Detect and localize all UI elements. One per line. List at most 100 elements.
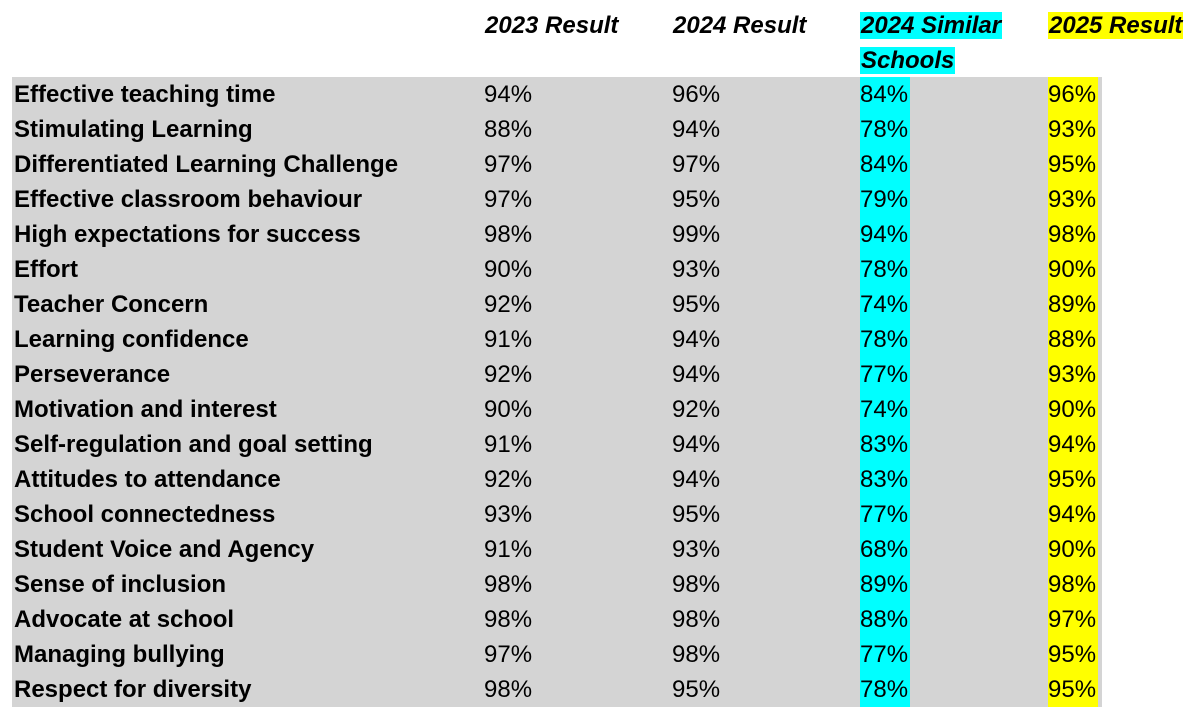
cell-2025-result: 89% xyxy=(1048,287,1098,322)
table-row: Advocate at school 98% 98% 88% 97% xyxy=(0,602,1200,637)
table-row: Stimulating Learning 88% 94% 78% 93% xyxy=(0,112,1200,147)
cell-2024-similar-schools: 78% xyxy=(860,672,910,707)
cell-2025-result: 90% xyxy=(1048,532,1098,567)
cell-2024-result: 98% xyxy=(672,571,721,598)
cell-2025-result: 98% xyxy=(1048,567,1098,602)
row-label: Respect for diversity xyxy=(14,676,252,703)
cell-2024-similar-schools: 84% xyxy=(860,147,910,182)
cell-2025-result: 96% xyxy=(1048,77,1098,112)
cell-2024-result: 95% xyxy=(672,291,721,318)
cell-2023-result: 98% xyxy=(484,606,533,633)
cell-2025-result: 88% xyxy=(1048,322,1098,357)
cell-2025-result: 94% xyxy=(1048,497,1098,532)
row-label: Self-regulation and goal setting xyxy=(14,431,373,458)
cell-2023-result: 92% xyxy=(484,466,533,493)
table-row: Student Voice and Agency 91% 93% 68% 90% xyxy=(0,532,1200,567)
cell-2024-similar-schools: 78% xyxy=(860,322,910,357)
cell-2024-similar-schools: 68% xyxy=(860,532,910,567)
cell-2024-similar-schools: 79% xyxy=(860,182,910,217)
cell-2023-result: 90% xyxy=(484,396,533,423)
cell-2025-result: 93% xyxy=(1048,182,1098,217)
row-label: Managing bullying xyxy=(14,641,225,668)
cell-2024-result: 94% xyxy=(672,431,721,458)
cell-2024-result: 99% xyxy=(672,221,721,248)
cell-2023-result: 92% xyxy=(484,361,533,388)
row-label: Student Voice and Agency xyxy=(14,536,315,563)
cell-2024-result: 97% xyxy=(672,151,721,178)
table-row: Effective teaching time 94% 96% 84% 96% xyxy=(0,77,1200,112)
row-label: Motivation and interest xyxy=(14,396,277,423)
cell-2024-similar-schools: 74% xyxy=(860,392,910,427)
row-label: Attitudes to attendance xyxy=(14,466,281,493)
cell-2023-result: 91% xyxy=(484,326,533,353)
cell-2024-similar-schools: 78% xyxy=(860,252,910,287)
cell-2023-result: 94% xyxy=(484,81,533,108)
cell-2025-result: 94% xyxy=(1048,427,1098,462)
table-body-background xyxy=(12,77,1102,707)
cell-2025-result: 90% xyxy=(1048,252,1098,287)
cell-2023-result: 97% xyxy=(484,641,533,668)
cell-2024-similar-schools: 77% xyxy=(860,497,910,532)
table-row: Learning confidence 91% 94% 78% 88% xyxy=(0,322,1200,357)
cell-2024-result: 94% xyxy=(672,466,721,493)
header-similar-label: 2024 Similar Schools xyxy=(860,12,1003,74)
table-row: Motivation and interest 90% 92% 74% 90% xyxy=(0,392,1200,427)
cell-2024-result: 95% xyxy=(672,676,721,703)
cell-2024-result: 96% xyxy=(672,81,721,108)
cell-2024-similar-schools: 94% xyxy=(860,217,910,252)
row-label: Perseverance xyxy=(14,361,171,388)
cell-2024-result: 92% xyxy=(672,396,721,423)
cell-2025-result: 95% xyxy=(1048,637,1098,672)
header-2024-result: 2024 Result xyxy=(672,8,807,43)
header-2024-similar-schools: 2024 Similar Schools xyxy=(860,8,1020,78)
cell-2024-similar-schools: 77% xyxy=(860,637,910,672)
cell-2024-result: 94% xyxy=(672,361,721,388)
row-label: Sense of inclusion xyxy=(14,571,227,598)
cell-2025-result: 93% xyxy=(1048,357,1098,392)
cell-2024-result: 94% xyxy=(672,326,721,353)
cell-2024-result: 95% xyxy=(672,501,721,528)
cell-2024-similar-schools: 88% xyxy=(860,602,910,637)
row-label: Stimulating Learning xyxy=(14,116,253,143)
cell-2024-similar-schools: 84% xyxy=(860,77,910,112)
cell-2024-result: 98% xyxy=(672,641,721,668)
table-row: Respect for diversity 98% 95% 78% 95% xyxy=(0,672,1200,707)
cell-2023-result: 91% xyxy=(484,536,533,563)
cell-2024-similar-schools: 78% xyxy=(860,112,910,147)
row-label: Differentiated Learning Challenge xyxy=(14,151,399,178)
table-row: Self-regulation and goal setting 91% 94% 83… xyxy=(0,427,1200,462)
cell-2025-result: 95% xyxy=(1048,147,1098,182)
cell-2025-result: 95% xyxy=(1048,672,1098,707)
table-row: Differentiated Learning Challenge 97% 97% 8… xyxy=(0,147,1200,182)
cell-2025-result: 97% xyxy=(1048,602,1098,637)
row-label: Advocate at school xyxy=(14,606,235,633)
cell-2023-result: 98% xyxy=(484,676,533,703)
cell-2024-result: 93% xyxy=(672,256,721,283)
table-row: Perseverance 92% 94% 77% 93% xyxy=(0,357,1200,392)
table-row: Effective classroom behaviour 97% 95% 79% 93… xyxy=(0,182,1200,217)
header-2023-result: 2023 Result xyxy=(484,8,619,43)
table-row: Attitudes to attendance 92% 94% 83% 95% xyxy=(0,462,1200,497)
cell-2025-result: 95% xyxy=(1048,462,1098,497)
table-row: Sense of inclusion 98% 98% 89% 98% xyxy=(0,567,1200,602)
cell-2025-result: 98% xyxy=(1048,217,1098,252)
row-label: School connectedness xyxy=(14,501,276,528)
cell-2024-similar-schools: 74% xyxy=(860,287,910,322)
cell-2023-result: 98% xyxy=(484,571,533,598)
cell-2023-result: 92% xyxy=(484,291,533,318)
cell-2024-result: 98% xyxy=(672,606,721,633)
header-2025-label: 2025 Result xyxy=(1048,12,1184,39)
table-row: Teacher Concern 92% 95% 74% 89% xyxy=(0,287,1200,322)
cell-2024-similar-schools: 83% xyxy=(860,462,910,497)
table-row: School connectedness 93% 95% 77% 94% xyxy=(0,497,1200,532)
cell-2023-result: 97% xyxy=(484,186,533,213)
row-label: Effective teaching time xyxy=(14,81,276,108)
table-row: Effort 90% 93% 78% 90% xyxy=(0,252,1200,287)
cell-2024-similar-schools: 83% xyxy=(860,427,910,462)
cell-2024-result: 94% xyxy=(672,116,721,143)
header-2025-result: 2025 Result xyxy=(1048,8,1184,43)
cell-2023-result: 93% xyxy=(484,501,533,528)
table-body: Effective teaching time 94% 96% 84% 96% Stimu… xyxy=(0,77,1200,707)
cell-2023-result: 97% xyxy=(484,151,533,178)
